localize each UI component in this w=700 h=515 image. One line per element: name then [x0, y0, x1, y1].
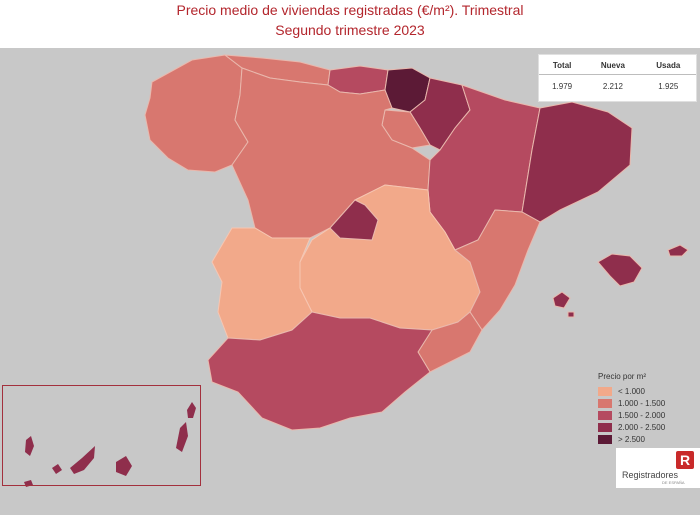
legend-swatch: [598, 386, 612, 396]
legend-item: > 2.500: [598, 433, 665, 445]
region-madrid[interactable]: [329, 199, 379, 241]
region-canarias-fuerteventura[interactable]: [176, 422, 188, 452]
chart-title: Precio medio de viviendas registradas (€…: [176, 2, 524, 18]
legend-label: 1.500 - 2.000: [618, 410, 666, 420]
summary-value-nueva: 2.212: [602, 82, 623, 91]
legend-swatch: [598, 434, 612, 444]
region-canarias-gran-canaria[interactable]: [116, 456, 132, 476]
summary-header-usada: Usada: [640, 55, 696, 75]
region-baleares-mallorca[interactable]: [597, 253, 643, 287]
legend-label: 2.000 - 2.500: [618, 422, 666, 432]
region-canarias-la-palma[interactable]: [25, 436, 34, 456]
region-baleares-ibiza[interactable]: [552, 291, 571, 309]
region-extremadura[interactable]: [211, 227, 313, 341]
registradores-logo: R Registradores DE ESPAÑA: [616, 448, 700, 488]
summary-value-total: 1.979: [552, 82, 573, 91]
region-canarias-la-gomera[interactable]: [52, 464, 62, 474]
legend-swatch: [598, 410, 612, 420]
summary-header-nueva: Nueva: [585, 55, 641, 75]
canarias-inset-frame: [2, 385, 201, 486]
region-baleares-menorca[interactable]: [667, 244, 689, 257]
legend-label: < 1.000: [618, 386, 645, 396]
registradores-logo-sub: DE ESPAÑA: [662, 480, 685, 485]
registradores-logo-name: Registradores: [622, 470, 679, 480]
legend-swatch: [598, 422, 612, 432]
legend-label: 1.000 - 1.500: [618, 398, 666, 408]
registradores-logo-mark: R: [676, 451, 694, 469]
region-cataluna[interactable]: [521, 101, 633, 223]
legend-swatch: [598, 398, 612, 408]
legend-title: Precio por m²: [598, 372, 647, 381]
legend-item: 2.000 - 2.500: [598, 421, 665, 433]
chart-subtitle: Segundo trimestre 2023: [275, 22, 425, 38]
summary-header-total: Total: [539, 55, 586, 75]
region-canarias-tenerife[interactable]: [70, 446, 95, 474]
summary-value-usada: 1.925: [658, 82, 679, 91]
legend-item: 1.000 - 1.500: [598, 397, 665, 409]
region-andalucia[interactable]: [207, 311, 433, 431]
legend: Precio por m² < 1.000 1.000 - 1.500 1.50…: [598, 372, 665, 445]
region-canarias-lanzarote[interactable]: [187, 402, 196, 418]
summary-table: Total Nueva Usada 1.979 2.212 1.925: [538, 54, 697, 102]
legend-item: < 1.000: [598, 385, 665, 397]
legend-item: 1.500 - 2.000: [598, 409, 665, 421]
legend-label: > 2.500: [618, 434, 645, 444]
region-baleares-formentera[interactable]: [567, 311, 575, 318]
region-galicia[interactable]: [144, 54, 249, 173]
